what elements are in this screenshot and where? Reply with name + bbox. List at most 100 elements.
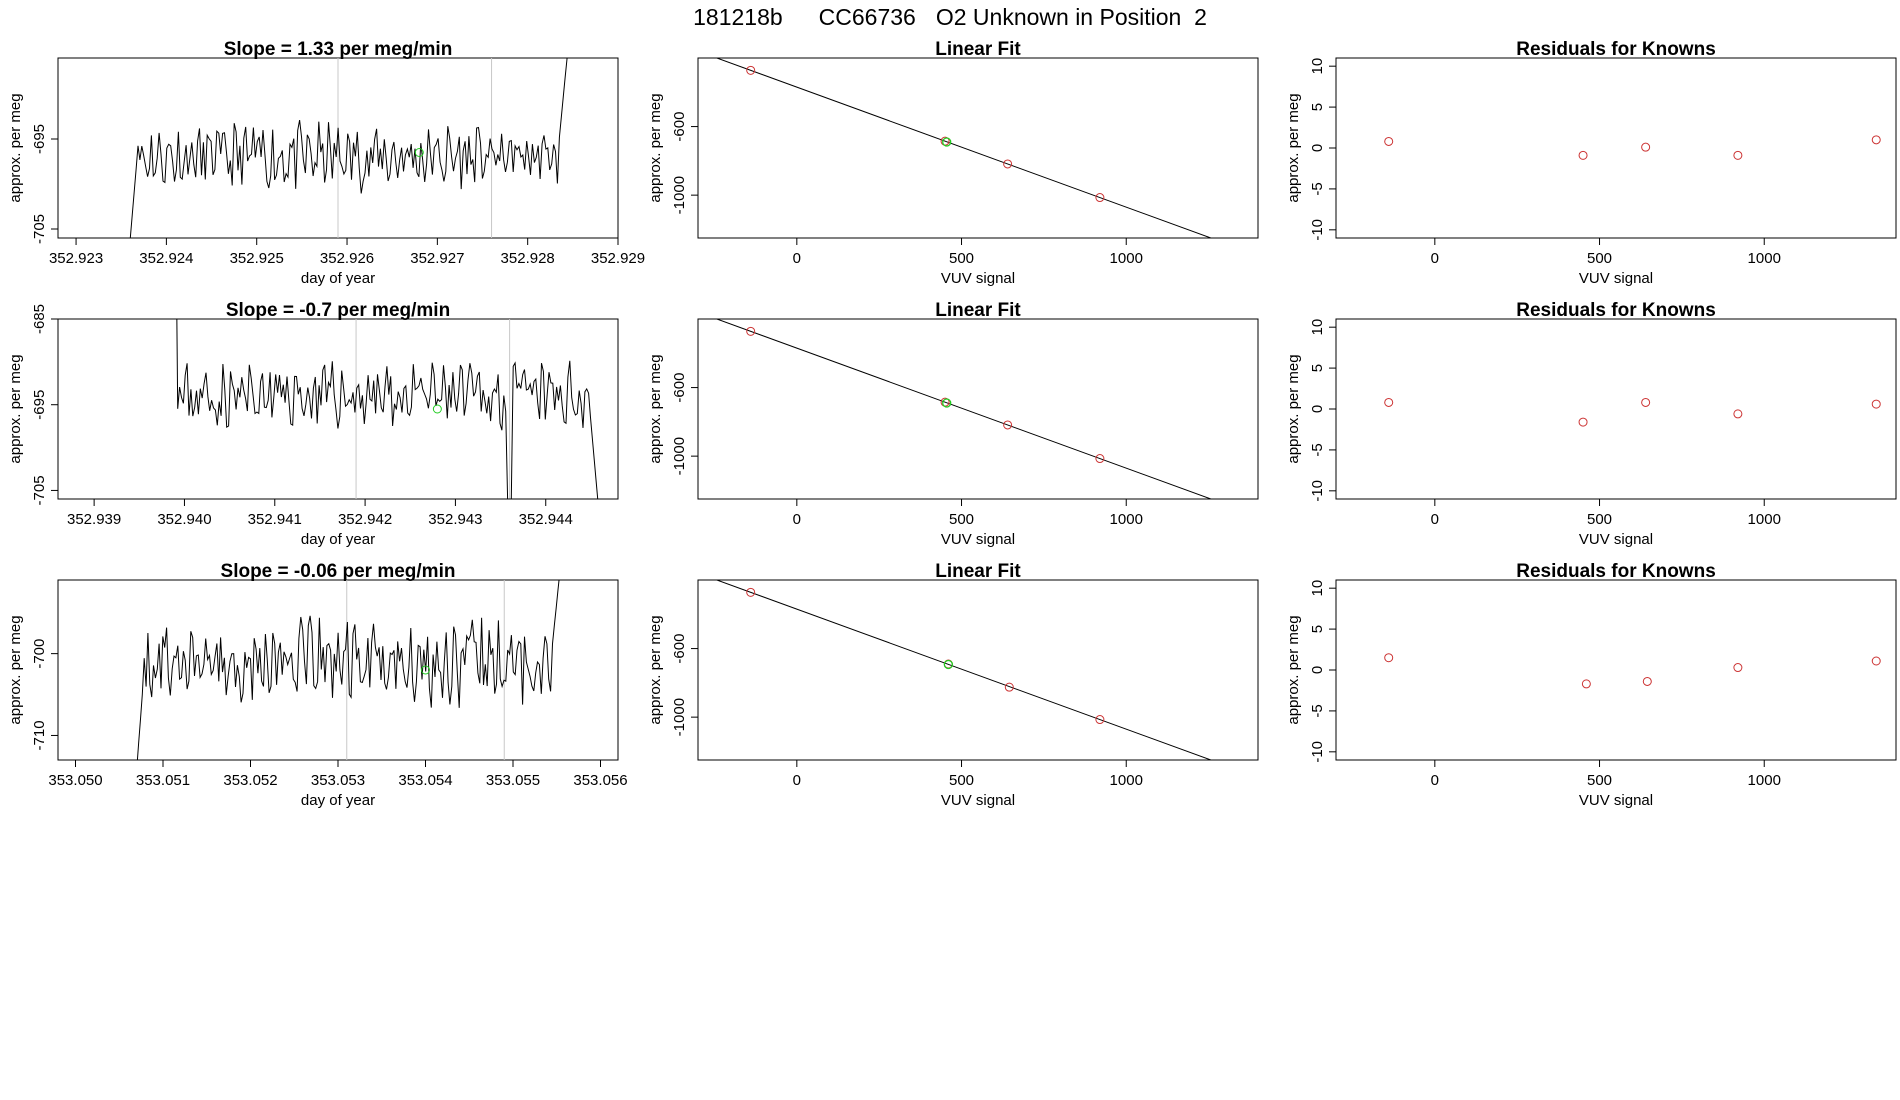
chart6-y-tick-label: 5 xyxy=(1309,364,1326,372)
chart7-x-tick-label: 353.052 xyxy=(223,772,277,789)
chart6-plot-area xyxy=(1384,397,1881,427)
chart6-known-point xyxy=(1871,399,1881,409)
chart6-title: Residuals for Knowns xyxy=(1516,300,1716,321)
chart9-plot-area xyxy=(1384,653,1881,689)
chart2-x-tick-label: 1000 xyxy=(1110,250,1143,267)
chart3-known-point xyxy=(1578,150,1588,160)
chart1-plot-area xyxy=(129,58,568,238)
chart6-y-tick-label: -10 xyxy=(1309,480,1326,502)
chart7-series-line xyxy=(136,580,560,760)
chart3-y-tick-label: 5 xyxy=(1309,103,1326,111)
chart9-known-point xyxy=(1384,653,1394,663)
chart5-y-tick-label: -600 xyxy=(671,373,688,403)
chart4-x-tick-label: 352.943 xyxy=(428,511,482,528)
chart8-title: Linear Fit xyxy=(935,561,1021,582)
chart3-y-tick-label: 0 xyxy=(1309,144,1326,152)
chart3-y-tick-label: -10 xyxy=(1309,219,1326,241)
chart9-title: Residuals for Knowns xyxy=(1516,561,1716,582)
chart2-known-point xyxy=(1095,193,1105,203)
chart4-x-tick-label: 352.941 xyxy=(248,511,302,528)
chart1-x-tick-label: 352.929 xyxy=(591,250,645,267)
chart2-known-point xyxy=(1003,159,1013,169)
chart5-known-point xyxy=(1003,420,1013,430)
chart7-x-tick-label: 353.053 xyxy=(311,772,365,789)
chart1-x-tick-label: 352.923 xyxy=(49,250,103,267)
chart7-x-tick-label: 353.056 xyxy=(573,772,627,789)
chart2-title: Linear Fit xyxy=(935,39,1021,60)
chart2-known-point xyxy=(1234,244,1242,252)
chart8-x-tick-label: 0 xyxy=(793,772,801,789)
chart4-title: Slope = -0.7 per meg/min xyxy=(226,300,450,321)
chart5-x-tick-label: 1000 xyxy=(1110,511,1143,528)
chart6-known-point xyxy=(1578,417,1588,427)
chart9-y-tick-label: 5 xyxy=(1309,625,1326,633)
chart1-x-label: day of year xyxy=(301,270,375,287)
chart3-panel: Residuals for Knowns 0 500 1000 VUV signal -1… xyxy=(1285,39,1897,287)
chart8-x-tick-label: 500 xyxy=(949,772,974,789)
chart2-plot-area xyxy=(715,58,1242,252)
chart6-x-tick-label: 0 xyxy=(1431,511,1439,528)
chart9-y-tick-label: -5 xyxy=(1309,704,1326,717)
chart1-x-tick-label: 352.927 xyxy=(410,250,464,267)
chart2-y-tick-label: -600 xyxy=(671,112,688,142)
chart4-x-tick-label: 352.939 xyxy=(67,511,121,528)
chart9-known-point xyxy=(1871,656,1881,666)
chart1-title: Slope = 1.33 per meg/min xyxy=(224,39,453,60)
chart6-x-tick-label: 500 xyxy=(1587,511,1612,528)
chart5-title: Linear Fit xyxy=(935,300,1021,321)
chart6-known-point xyxy=(1641,397,1651,407)
chart3-y-tick-label: -5 xyxy=(1309,182,1326,195)
chart5-unknown-point xyxy=(942,398,952,408)
chart4-x-tick-label: 352.940 xyxy=(157,511,211,528)
chart4-series-line xyxy=(176,319,599,499)
chart3-plot-area xyxy=(1384,135,1881,160)
chart7-x-tick-label: 353.054 xyxy=(398,772,452,789)
chart2-fit-line xyxy=(715,58,1213,238)
chart3-known-point xyxy=(1733,150,1743,160)
chart5-x-label: VUV signal xyxy=(941,531,1015,548)
chart4-y-label: approx. per meg xyxy=(7,354,24,463)
chart3-known-point xyxy=(1384,136,1394,146)
chart7-plot-area xyxy=(136,580,560,760)
chart8-known-point xyxy=(1004,682,1014,692)
chart5-panel: Linear Fit 0 500 1000 VUV signal -1000 -600 app… xyxy=(647,300,1259,548)
chart5-plot-box xyxy=(697,318,1259,500)
chart1-x-tick-label: 352.928 xyxy=(501,250,555,267)
chart6-plot-box xyxy=(1335,318,1897,500)
chart2-plot-box xyxy=(697,57,1259,239)
chart5-y-label: approx. per meg xyxy=(647,354,664,463)
chart3-known-point xyxy=(1641,142,1651,152)
chart7-y-tick-label: -700 xyxy=(31,639,48,669)
chart4-plot-area xyxy=(176,319,599,499)
chart9-y-tick-label: 10 xyxy=(1309,580,1326,597)
chart2-x-tick-label: 500 xyxy=(949,250,974,267)
chart6-x-label: VUV signal xyxy=(1579,531,1653,548)
chart7-plot-box xyxy=(57,579,619,761)
chart9-plot-box xyxy=(1335,579,1897,761)
chart1-panel: Slope = 1.33 per meg/min 352.923 352.924 35… xyxy=(7,39,645,287)
chart2-x-label: VUV signal xyxy=(941,270,1015,287)
chart6-y-tick-label: 10 xyxy=(1309,319,1326,336)
chart7-x-label: day of year xyxy=(301,792,375,809)
chart5-x-tick-label: 0 xyxy=(793,511,801,528)
chart8-y-tick-label: -1000 xyxy=(671,698,688,736)
chart6-y-tick-label: -5 xyxy=(1309,443,1326,456)
chart1-x-tick-label: 352.925 xyxy=(230,250,284,267)
chart3-x-tick-label: 500 xyxy=(1587,250,1612,267)
chart3-x-tick-label: 0 xyxy=(1431,250,1439,267)
chart1-y-label: approx. per meg xyxy=(7,93,24,202)
chart1-unknown-point xyxy=(414,148,424,157)
chart9-y-tick-label: 0 xyxy=(1309,666,1326,674)
chart9-known-point xyxy=(1581,679,1591,689)
chart7-y-tick-label: -710 xyxy=(31,720,48,750)
chart3-known-point xyxy=(1871,135,1881,145)
chart8-y-label: approx. per meg xyxy=(647,615,664,724)
chart1-y-tick-label: -695 xyxy=(31,124,48,154)
chart1-y-tick-label: -705 xyxy=(31,214,48,244)
chart3-x-label: VUV signal xyxy=(1579,270,1653,287)
chart7-x-tick-label: 353.055 xyxy=(486,772,540,789)
chart7-y-label: approx. per meg xyxy=(7,615,24,724)
chart5-known-point xyxy=(746,326,756,336)
chart9-x-label: VUV signal xyxy=(1579,792,1653,809)
